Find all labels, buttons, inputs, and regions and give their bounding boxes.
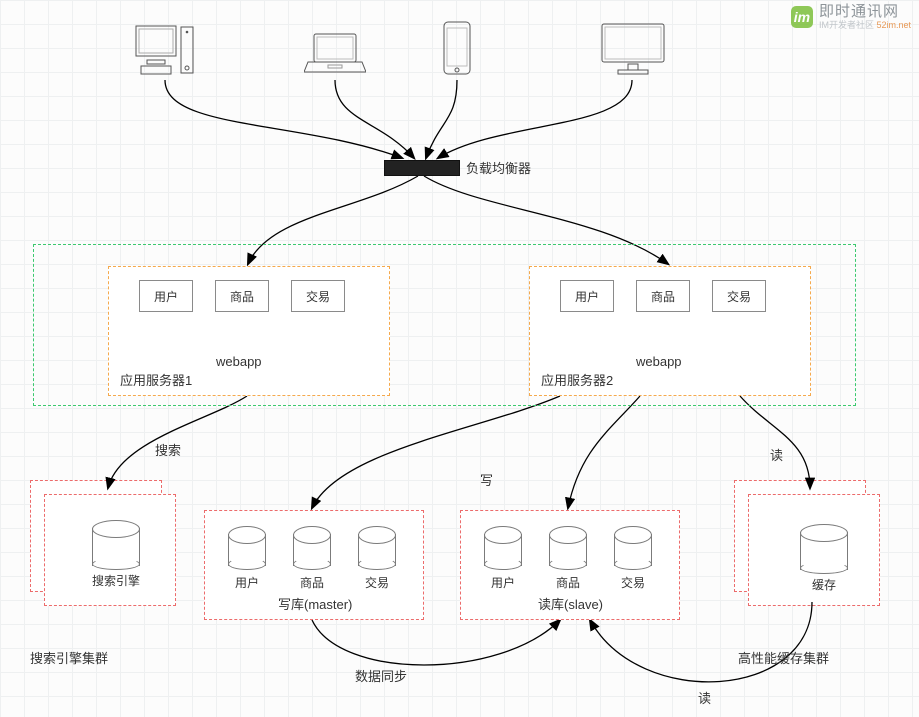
cache-cylinder-icon: 缓存 (800, 524, 848, 574)
readdb-trade-cyl: 交易 (614, 526, 652, 570)
watermark-logo-icon: im (791, 6, 813, 28)
watermark-title: 即时通讯网 (819, 4, 911, 19)
svc-user-1: 用户 (139, 280, 193, 312)
svc-trade-2: 交易 (712, 280, 766, 312)
load-balancer-icon (384, 160, 460, 176)
app-server-2-label: 应用服务器2 (541, 370, 613, 389)
svc-trade-1: 交易 (291, 280, 345, 312)
writedb-product-cyl: 商品 (293, 526, 331, 570)
write-db-title: 写库(master) (278, 594, 352, 613)
writedb-trade-cyl: 交易 (358, 526, 396, 570)
read-db-title: 读库(slave) (538, 594, 603, 613)
client-laptop-icon (304, 32, 366, 79)
svc-product-2: 商品 (636, 280, 690, 312)
readdb-product-cyl: 商品 (549, 526, 587, 570)
watermark: im 即时通讯网 IM开发者社区 52im.net (791, 4, 911, 30)
svc-product-1: 商品 (215, 280, 269, 312)
edge-label-write: 写 (480, 470, 493, 489)
edge-label-read-slave: 读 (698, 688, 711, 707)
search-cylinder-icon: 搜索引擎 (92, 520, 140, 570)
webapp-label-2: webapp (636, 354, 682, 369)
svc-user-2: 用户 (560, 280, 614, 312)
client-monitor-icon (600, 22, 666, 79)
writedb-user-cyl: 用户 (228, 526, 266, 570)
load-balancer-label: 负载均衡器 (466, 158, 531, 177)
client-desktop-icon (135, 25, 195, 86)
edge-label-search: 搜索 (155, 440, 181, 459)
webapp-label-1: webapp (216, 354, 262, 369)
client-phone-icon (442, 20, 472, 79)
watermark-subtitle: IM开发者社区 52im.net (819, 21, 911, 30)
readdb-user-cyl: 用户 (484, 526, 522, 570)
search-cluster-title: 搜索引擎集群 (30, 648, 108, 667)
edge-label-read-cache: 读 (770, 445, 783, 464)
edge-label-sync: 数据同步 (355, 666, 407, 685)
cache-cluster-title: 高性能缓存集群 (738, 648, 829, 667)
app-server-1-label: 应用服务器1 (120, 370, 192, 389)
